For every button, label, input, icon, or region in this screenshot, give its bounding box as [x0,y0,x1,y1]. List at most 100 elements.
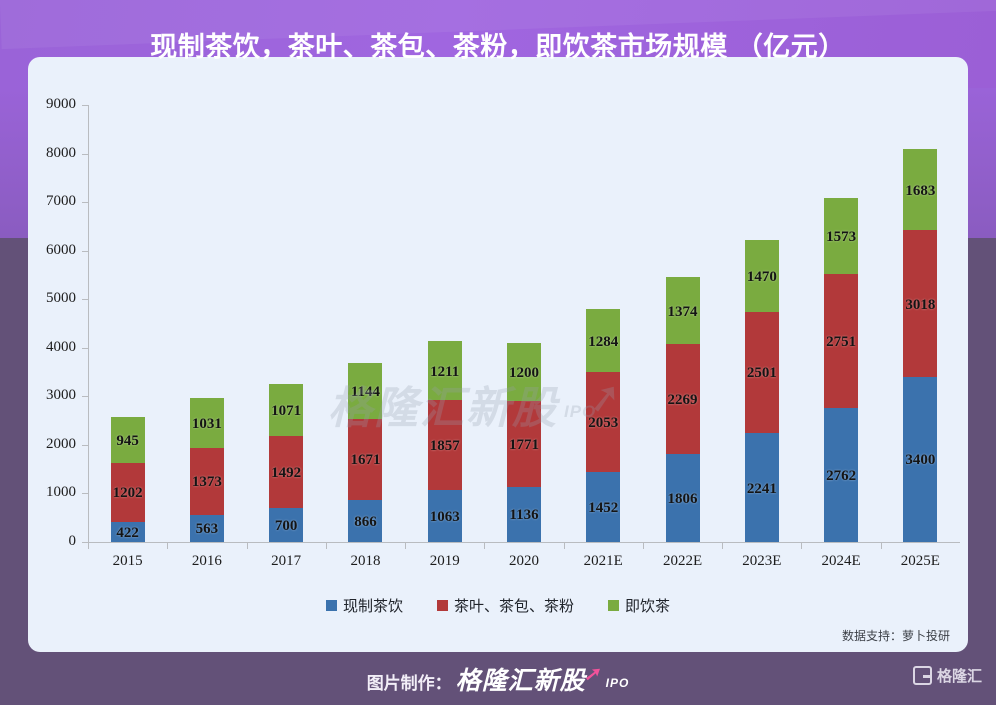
x-axis-label: 2017 [271,553,302,569]
bar-stack[interactable]: 2762 2751 1573 [824,105,859,542]
x-axis-label: 2015 [112,553,143,569]
bar-value-label: 1144 [350,384,381,401]
bar-segment[interactable] [903,148,938,231]
legend-item[interactable]: 现制茶饮 [325,595,403,616]
bar-segment[interactable] [586,309,621,372]
bar-segment[interactable] [269,435,304,509]
bar-segment[interactable] [348,363,383,419]
bar-segment[interactable] [427,400,462,491]
x-axis-tick [405,542,406,549]
legend-label: 即饮茶 [625,598,671,615]
bar-segment[interactable] [744,240,779,312]
bar-segment[interactable] [189,514,224,542]
legend-item[interactable]: 即饮茶 [608,595,670,616]
chart-plot-area: 0 1000 2000 3000 4000 5000 6000 7000 8000 9000 201… [28,57,968,652]
bar-value-label: 1211 [430,363,460,380]
bar-segment[interactable] [744,433,779,542]
y-axis-label: 0 [68,533,77,549]
footer-brand: 格隆汇新股➚ IPO [456,661,630,697]
watermark-ipo: IPO [564,402,597,421]
bar-segment[interactable] [824,407,859,542]
bar-segment[interactable] [189,397,224,448]
bar-segment[interactable] [427,490,462,542]
bar-segment[interactable] [348,499,383,542]
bar-value-label: 2241 [746,480,777,497]
bar-segment[interactable] [824,197,859,275]
bar-segment[interactable] [348,418,383,500]
bar-stack[interactable]: 1136 1771 1200 [507,105,541,542]
bar-segment[interactable] [665,277,700,345]
bar-segment[interactable] [189,448,224,515]
bar-segment[interactable] [824,274,859,408]
footer-credit-label: 图片制作： [366,673,452,693]
x-axis-tick [722,542,723,549]
y-axis-label: 4000 [46,338,76,355]
bar-stack[interactable]: 422 1202 945 [110,105,145,542]
bar-segment[interactable] [110,521,145,542]
x-axis-label: 2022E [662,553,703,569]
bar-value-label: 1202 [112,485,143,502]
bar-stack[interactable]: 866 1671 1144 [348,105,383,542]
bar-segment[interactable] [110,417,145,464]
bar-value-label: 1806 [667,491,698,508]
legend-item[interactable]: 茶叶、茶包、茶粉 [436,595,574,616]
bar-stack[interactable]: 2241 2501 1470 [744,105,779,542]
bar-segment[interactable] [269,383,304,436]
bar-value-label: 1492 [271,464,302,481]
watermark-brand: 格隆汇新股 IPO [328,372,596,436]
y-axis-label: 6000 [46,241,76,258]
x-axis-label: 2018 [350,553,381,569]
bar-stack[interactable]: 563 1373 1031 [189,105,224,542]
bar-value-label: 1671 [350,452,381,469]
y-axis-label: 2000 [46,435,76,452]
bar-segment[interactable] [665,454,700,542]
x-axis-label: 2019 [429,553,460,569]
bar-segment[interactable] [269,508,304,542]
brand-logo: 格隆汇 [912,665,982,686]
y-axis-label: 1000 [46,484,76,501]
y-axis-tick [82,153,88,155]
x-axis-tick [326,542,327,549]
bar-value-label: 2053 [588,414,619,431]
x-axis-label: 2021E [583,553,623,569]
y-axis-tick [82,542,88,543]
bar-segment[interactable] [586,371,621,472]
bar-stack[interactable]: 1063 1857 1211 [427,105,462,542]
bar-value-label: 1857 [429,438,460,455]
bar-segment[interactable] [110,463,145,522]
bar-value-label: 3400 [905,452,936,469]
bar-stack[interactable]: 700 1492 1071 [269,105,304,542]
bar-value-label: 1284 [588,333,619,350]
x-axis-tick [881,542,882,549]
y-axis-tick [82,299,88,301]
legend-label: 现制茶饮 [342,598,403,615]
bar-value-label: 1771 [509,436,539,453]
y-axis-tick [82,347,88,349]
data-source-note: 数据支持：萝卜投研 [841,629,950,643]
chart-legend: 现制茶饮 茶叶、茶包、茶粉 即饮茶 [28,595,968,616]
y-axis-label: 5000 [46,290,76,307]
bar-segment[interactable] [427,341,462,401]
bar-segment[interactable] [586,471,621,542]
bar-segment[interactable] [507,342,541,401]
bar-segment[interactable] [744,311,779,434]
bar-value-label: 945 [116,433,139,450]
bar-stack[interactable]: 1806 2269 1374 [665,105,700,542]
bar-value-label: 1136 [509,507,539,524]
y-axis-label: 9000 [46,96,76,112]
footer-bar: 图片制作： 格隆汇新股➚ IPO 格隆汇 [0,652,996,705]
bar-value-label: 1200 [509,364,539,381]
x-axis-tick [801,542,802,549]
bar-value-label: 2751 [826,334,857,351]
bar-segment[interactable] [507,400,541,487]
bar-segment[interactable] [665,344,700,455]
bar-segment[interactable] [903,230,938,377]
bar-stack[interactable]: 3400 3018 1683 [903,105,938,542]
bar-segment[interactable] [903,376,938,542]
footer-brand-text: 格隆汇新股 [455,666,586,695]
bar-segment[interactable] [507,486,541,542]
bar-value-label: 563 [195,521,219,538]
g-logo-icon [912,666,933,685]
bar-stack[interactable]: 1452 2053 1284 [586,105,621,542]
watermark-text: 格隆汇新股 [328,384,558,433]
